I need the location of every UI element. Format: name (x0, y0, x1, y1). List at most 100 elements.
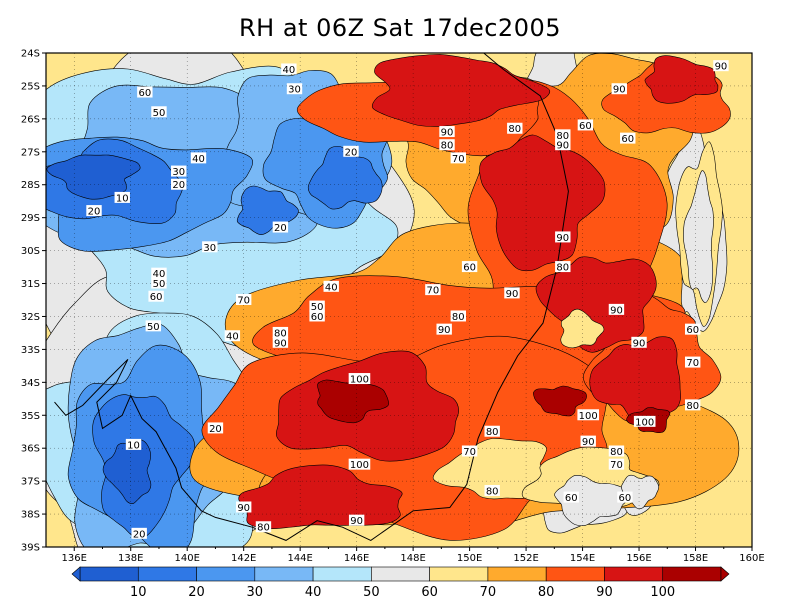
x-tick-label: 150E (457, 553, 482, 564)
contour-label-bg (151, 106, 167, 118)
contour-label-text: 80 (441, 141, 454, 152)
rh-contour-region (535, 256, 657, 353)
contour-label-text: 90 (715, 62, 728, 73)
contour-label-text: 90 (274, 338, 287, 349)
contour-label-text: 90 (506, 289, 519, 300)
contour-label: 80 (272, 326, 289, 339)
contour-label: 80 (255, 521, 272, 534)
contour-label-text: 80 (452, 312, 465, 323)
colorbar-swatch (137, 566, 197, 582)
contour-label: 80 (507, 122, 523, 135)
y-tick-label: 30S (21, 246, 40, 257)
contour-label-bg (461, 445, 478, 457)
contour-label: 50 (151, 277, 167, 290)
rh-contour-region (560, 308, 605, 349)
colorbar-swatch (662, 566, 722, 582)
coastline (54, 53, 569, 541)
contour-label-text: 80 (556, 131, 569, 142)
rh-contour-region (102, 439, 152, 504)
contour-label-text: 80 (274, 328, 287, 339)
contour-label: 60 (137, 86, 153, 99)
contour-label-text: 60 (311, 312, 324, 323)
contour-label-bg (555, 261, 571, 273)
contour-label-bg (439, 126, 455, 138)
colorbar-swatch (196, 566, 256, 582)
x-tick-label: 158E (683, 553, 708, 564)
contour-label-bg (484, 485, 500, 497)
y-tick-label: 37S (21, 477, 40, 488)
contour-label: 50 (309, 300, 325, 313)
contour-label-bg (86, 205, 102, 217)
colorbar-swatch (254, 566, 314, 582)
contour-label-text: 70 (610, 460, 623, 471)
contour-label: 60 (577, 119, 594, 132)
rh-contour-region (371, 54, 551, 127)
contour-label-text: 90 (441, 128, 454, 139)
contour-label-bg (608, 445, 625, 457)
contour-label-bg (580, 435, 596, 447)
contour-label-bg (148, 290, 164, 302)
contour-label-text: 40 (226, 332, 239, 343)
contour-label-bg (137, 86, 153, 98)
contour-label-text: 40 (192, 154, 205, 165)
x-tick-label: 142E (231, 553, 256, 564)
contour-label-text: 20 (274, 223, 287, 234)
contour-label: 80 (484, 425, 500, 438)
contour-label-bg (484, 425, 500, 437)
contour-label: 90 (608, 303, 625, 316)
contour-label: 90 (439, 126, 455, 139)
colorbar-swatch (79, 566, 139, 582)
contour-label: 40 (281, 63, 297, 76)
contour-label: 50 (151, 106, 167, 119)
colorbar-label: 50 (363, 585, 380, 600)
x-tick-label: 136E (62, 553, 87, 564)
contour-label-bg (309, 310, 325, 322)
y-tick-label: 27S (21, 147, 40, 158)
colorbar-swatch (604, 566, 664, 582)
contour-label-text: 10 (127, 440, 140, 451)
contour-label: 40 (323, 280, 339, 293)
contour-label-bg (309, 300, 325, 312)
contour-label: 90 (272, 336, 289, 349)
contour-label-text: 80 (486, 427, 499, 438)
contour-label-text: 40 (325, 282, 338, 293)
y-tick-label: 38S (21, 510, 40, 521)
contour-label: 90 (611, 83, 627, 96)
contour-label-text: 100 (635, 417, 654, 428)
contour-label: 70 (425, 284, 441, 297)
contour-label-bg (171, 165, 187, 177)
contour-label-text: 60 (686, 325, 699, 336)
contour-label-text: 50 (311, 302, 324, 313)
contour-label-text: 90 (350, 516, 363, 527)
contour-label-bg (633, 415, 656, 427)
contour-label: 80 (439, 139, 455, 152)
x-tick-label: 140E (174, 553, 199, 564)
x-axis: 136E 138E 140E 142E 144E 146E 148E 150E 152E 154E… (62, 547, 765, 564)
contour-label-text: 80 (610, 447, 623, 458)
contour-label-bg (608, 303, 625, 315)
contour-label: 60 (684, 323, 701, 336)
colorbar-swatch (487, 566, 547, 582)
colorbar-label: 70 (480, 585, 497, 600)
contour-label: 40 (224, 330, 241, 343)
contour-label: 70 (684, 356, 701, 369)
y-tick-label: 29S (21, 213, 40, 224)
contour-label-bg (577, 409, 600, 421)
contour-label-bg (555, 231, 571, 243)
colorbar-swatch (429, 566, 489, 582)
colorbar-swatch (545, 566, 605, 582)
contour-label-bg (286, 83, 303, 95)
contour-label-text: 90 (582, 437, 595, 448)
contour-label-bg (207, 422, 224, 434)
contour-label-bg (450, 152, 467, 164)
contour-label-bg (255, 521, 272, 533)
contour-label-bg (151, 267, 167, 279)
contour-label: 90 (504, 287, 520, 300)
contour-label-bg (348, 373, 371, 385)
contour-label-bg (504, 287, 520, 299)
contour-label-bg (608, 458, 625, 470)
colorbar: 10 20 30 40 50 60 70 80 90 100 (71, 566, 730, 600)
contour-label-bg (151, 277, 167, 289)
